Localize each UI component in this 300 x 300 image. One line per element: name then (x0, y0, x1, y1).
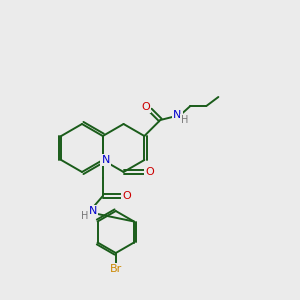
Text: N: N (88, 206, 97, 216)
Text: H: H (81, 211, 88, 221)
Text: O: O (145, 167, 154, 177)
Text: N: N (173, 110, 182, 120)
Text: H: H (181, 115, 188, 125)
Text: N: N (102, 155, 110, 165)
Text: O: O (122, 191, 131, 201)
Text: O: O (141, 102, 150, 112)
Text: Br: Br (110, 264, 122, 274)
